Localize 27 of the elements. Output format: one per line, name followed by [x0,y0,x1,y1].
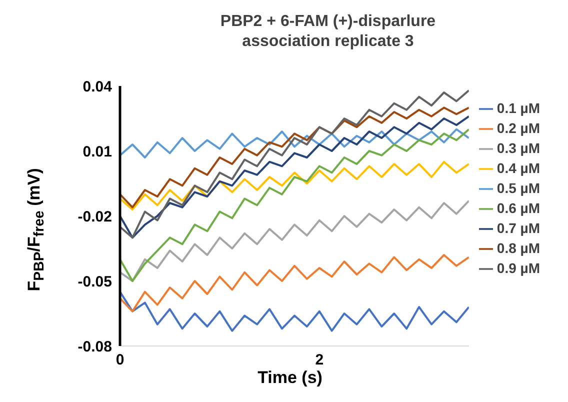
x-tick-label: 0 [116,352,124,369]
legend-label: 0.7 µM [496,220,540,236]
y-tick-label: -0.02 [78,208,112,226]
legend-label: 0.3 µM [496,140,540,156]
y-tick-label: -0.08 [78,338,112,356]
legend-label: 0.1 µM [496,100,540,116]
chart-title: PBP2 + 6-FAM (+)-disparlure association replicate 3 [219,12,437,52]
line-series [120,160,469,210]
line-series [120,200,469,282]
line-series [120,115,469,239]
line-series [120,106,469,208]
legend-label: 0.6 µM [496,200,540,216]
legend-label: 0.9 µM [496,260,540,276]
line-series [120,254,469,312]
x-tick-label: 2 [315,352,324,369]
line-series [120,128,469,158]
line-series [120,89,469,239]
legend-label: 0.8 µM [496,240,540,256]
x-axis-title: Time (s) [256,368,324,388]
y-tick-label: -0.05 [78,273,112,290]
y-tick-label: 0.01 [82,143,112,160]
legend-label: 0.5 µM [496,180,540,196]
y-tick-label: 0.04 [82,78,113,96]
legend-label: 0.2 µM [496,120,540,136]
line-series [120,128,469,282]
legend-label: 0.4 µM [496,160,540,176]
line-series [120,290,469,332]
